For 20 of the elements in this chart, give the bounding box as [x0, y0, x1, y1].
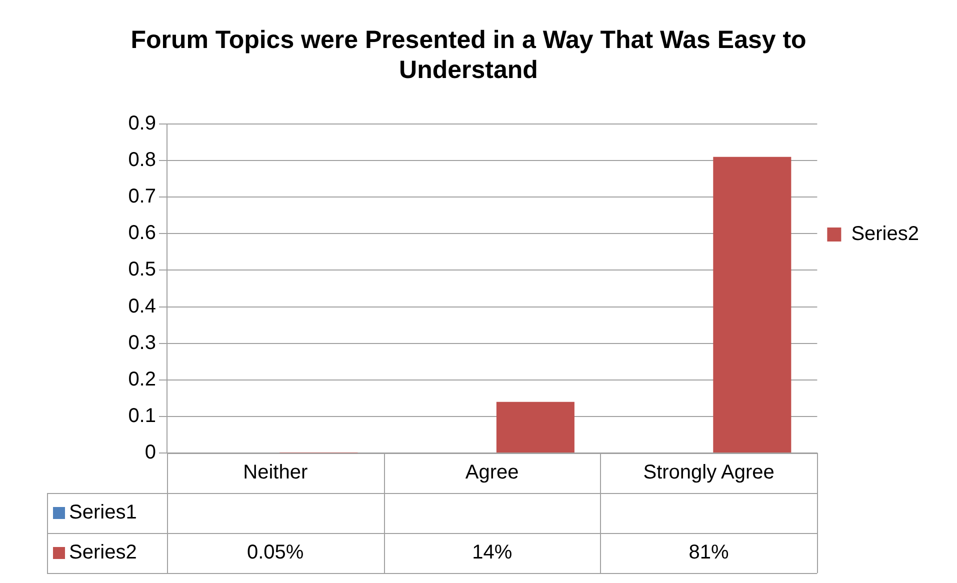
chart-title: Forum Topics were Presented in a Way That Was Easy to Understand — [130, 26, 806, 84]
data-label: 14% — [472, 542, 512, 564]
x-tick-label: Agree — [465, 462, 519, 484]
x-tick-label: Neither — [243, 462, 308, 484]
data-label: 81% — [688, 542, 730, 564]
y-tick-label: 0.5 — [128, 258, 156, 281]
y-tick-label: 0.2 — [128, 368, 156, 390]
y-tick-label: 0.4 — [128, 295, 156, 318]
y-tick-label: 0.9 — [128, 112, 156, 135]
data-label: 0.05% — [247, 542, 304, 564]
legend-label: Series2 — [851, 223, 919, 246]
text: Series2 — [69, 542, 137, 564]
y-tick-label: 0.7 — [128, 186, 156, 208]
y-tick-label: 0.3 — [128, 332, 156, 354]
y-tick-label: 0.8 — [128, 149, 156, 172]
x-tick-label: Strongly Agree — [643, 462, 774, 484]
y-tick-label: 0 — [144, 442, 156, 464]
y-tick-label: 0.1 — [128, 404, 156, 427]
y-tick-label: 0.6 — [128, 222, 156, 244]
legend-label: Series1 — [69, 502, 137, 524]
